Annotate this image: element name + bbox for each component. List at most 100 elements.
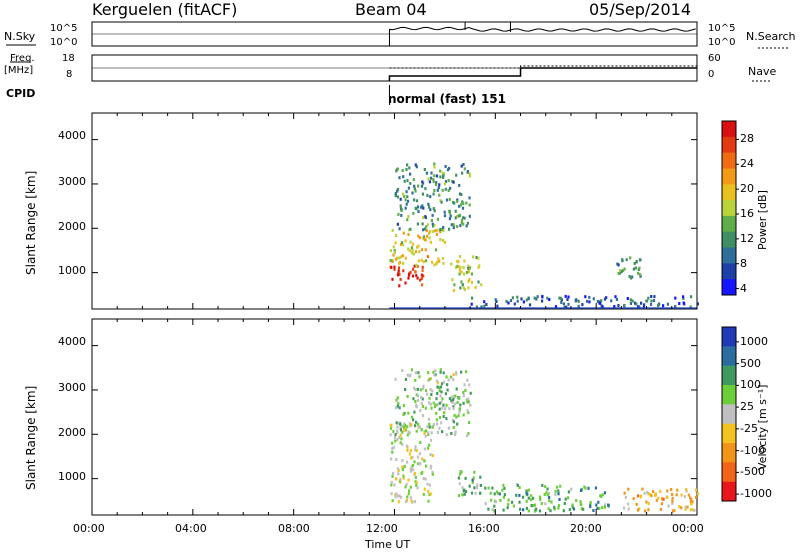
power-cell: [466, 170, 469, 174]
power-cell: [413, 184, 416, 188]
power-cell: [426, 255, 430, 259]
velocity-cell: [417, 422, 420, 426]
power-cell: [401, 243, 405, 247]
power-cell: [400, 255, 403, 259]
velocity-cell: [522, 508, 525, 512]
power-cell: [404, 256, 407, 260]
velocity-cell: [407, 411, 410, 415]
velocity-cell: [440, 382, 444, 386]
velocity-cell: [568, 508, 571, 512]
velocity-cell: [428, 422, 431, 426]
velocity-cell: [418, 452, 421, 456]
power-cell: [421, 180, 424, 184]
velocity-cell: [627, 502, 630, 506]
velocity-ytick: 3000: [58, 381, 86, 394]
velocity-cell: [519, 507, 522, 511]
velocity-cell: [463, 492, 466, 496]
velocity-cell: [455, 371, 458, 374]
velocity-cell: [624, 495, 627, 499]
velocity-cell: [404, 428, 407, 432]
velocity-cell: [487, 486, 490, 490]
velocity-cell: [460, 370, 463, 374]
power-cell: [448, 227, 451, 231]
velocity-cell: [408, 422, 411, 426]
power-cell: [653, 295, 656, 299]
velocity-cell: [435, 379, 439, 383]
power-cell: [422, 260, 425, 264]
power-cell: [428, 236, 431, 240]
velocity-cell: [430, 464, 433, 468]
power-cell: [437, 257, 440, 261]
velocity-cell: [484, 486, 487, 490]
power-cell: [465, 201, 468, 205]
power-colorbar-segment: [722, 184, 736, 201]
power-cell: [435, 181, 438, 185]
power-cell: [468, 172, 471, 176]
power-cell: [588, 295, 591, 299]
power-cell: [393, 249, 396, 253]
power-cell: [478, 264, 481, 268]
velocity-cell: [416, 387, 419, 391]
power-cell: [406, 199, 410, 203]
power-colorbar-frame: [721, 120, 737, 296]
power-cell: [638, 305, 641, 309]
velocity-cell: [603, 505, 607, 509]
power-cell: [433, 165, 436, 169]
power-cell: [536, 295, 539, 299]
power-cell: [461, 206, 465, 210]
velocity-cell: [443, 411, 446, 415]
velocity-cell: [696, 492, 700, 496]
power-cell: [566, 298, 569, 301]
power-cell: [456, 225, 459, 228]
power-cell: [682, 301, 685, 305]
velocity-cell: [397, 472, 400, 476]
velocity-cell: [406, 394, 409, 398]
power-cell: [462, 163, 465, 166]
power-cell: [389, 249, 392, 253]
velocity-cell: [414, 371, 417, 375]
velocity-cell: [399, 433, 402, 437]
velocity-cell: [401, 468, 404, 472]
power-cell: [458, 213, 462, 217]
velocity-cell: [402, 413, 405, 416]
power-cell: [548, 298, 551, 301]
velocity-cell: [415, 483, 418, 487]
velocity-cell: [557, 504, 561, 508]
power-cell: [647, 296, 650, 300]
power-cell: [402, 231, 405, 235]
power-cell: [450, 262, 453, 266]
time-tick: 12:00: [366, 522, 398, 535]
power-cell: [454, 265, 458, 269]
power-cell: [460, 280, 463, 284]
power-ytick: 2000: [58, 220, 86, 233]
velocity-cell: [420, 428, 423, 432]
velocity-ytick: 4000: [58, 335, 86, 348]
velocity-cell: [493, 504, 496, 508]
velocity-cell: [410, 464, 413, 468]
power-cell: [393, 265, 396, 269]
nave-tick-top: 60: [708, 53, 721, 64]
velocity-cell: [410, 467, 413, 471]
freq-tick-bottom: 8: [66, 69, 73, 80]
velocity-cell: [425, 389, 428, 393]
velocity-cell: [413, 386, 416, 390]
power-cell: [452, 180, 455, 184]
power-cell: [391, 228, 394, 232]
power-cell: [422, 206, 425, 210]
velocity-cell: [410, 423, 413, 427]
power-cell: [415, 207, 418, 211]
velocity-cell: [547, 507, 550, 511]
power-cell: [638, 266, 641, 270]
velocity-cell: [399, 422, 402, 426]
velocity-cell: [559, 484, 562, 488]
velocity-cell: [408, 489, 411, 493]
velocity-cell: [622, 506, 626, 510]
power-cell: [563, 305, 566, 309]
velocity-cell: [467, 432, 470, 436]
power-cell: [494, 298, 497, 302]
velocity-cell: [411, 455, 414, 459]
power-cell: [414, 163, 417, 167]
power-cell: [442, 172, 445, 176]
velocity-cell: [571, 503, 574, 507]
velocity-cell: [402, 474, 405, 478]
